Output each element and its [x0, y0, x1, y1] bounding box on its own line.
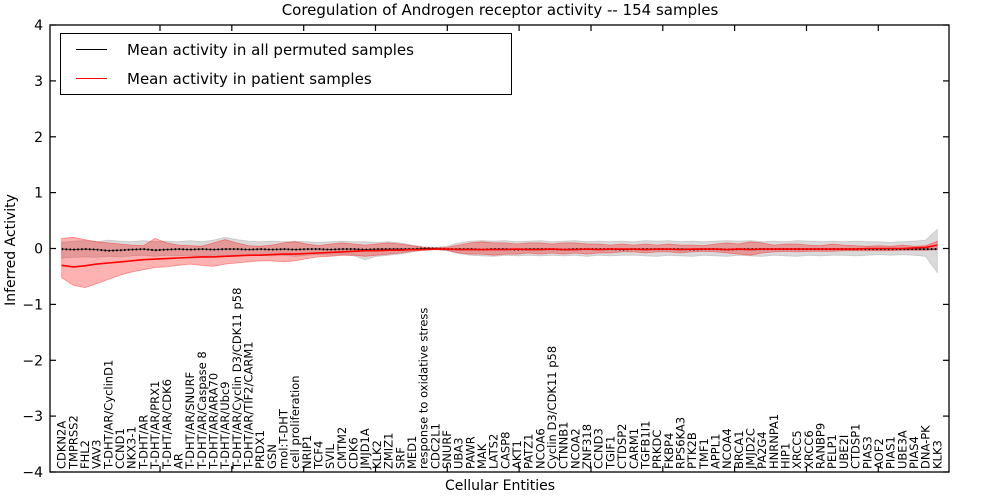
x-category-label: PIAS3 [860, 436, 874, 469]
x-category-label: NKX3-1 [125, 426, 139, 469]
x-category-label: PRKDC [650, 430, 664, 469]
x-category-label: CTDSP1 [849, 424, 863, 469]
x-category-label: CCND1 [113, 428, 127, 469]
x-category-label: mol:T-DHT [277, 408, 291, 469]
x-category-label: CDC2L1 [428, 423, 442, 469]
x-category-label: TGFB1I1 [638, 421, 652, 470]
y-tick-label: −2 [22, 353, 43, 369]
x-category-label: GSN [265, 444, 279, 469]
chart-title: Coregulation of Androgen receptor activi… [281, 1, 719, 19]
x-category-label: PA2G4 [755, 431, 769, 469]
x-category-label: CASP8 [498, 432, 512, 469]
x-category-label: CDKN2A [55, 421, 69, 469]
x-category-label: MED1 [405, 436, 419, 469]
x-category-label: RANBP9 [814, 423, 828, 469]
x-category-label: PRDX1 [253, 430, 267, 469]
x-category-label: UBE3A [895, 430, 909, 469]
x-category-label: AOF2 [872, 438, 886, 469]
x-category-label: PTK2B [685, 432, 699, 469]
x-category-label: LATS2 [487, 434, 501, 469]
x-category-label: NRIP1 [300, 435, 314, 469]
y-tick-label: 4 [34, 18, 43, 34]
x-category-label: Cyclin D3/CDK11 p58 [545, 346, 559, 469]
x-category-label: KLK3 [930, 440, 944, 469]
x-category-label: NCOA2 [568, 428, 582, 469]
y-tick-label: −3 [22, 409, 43, 425]
x-category-label: PELP1 [825, 434, 839, 469]
patient-mean-line [61, 244, 938, 268]
x-category-label: T-DHT/AR [136, 415, 150, 470]
x-category-label: SNURF [440, 430, 454, 469]
x-category-label: T-DHT/AR/CyclinD1 [101, 360, 115, 470]
x-category-label: APPL1 [709, 434, 723, 469]
x-category-label: TMF1 [697, 438, 711, 470]
x-category-label: SVIL [323, 443, 337, 469]
x-category-label: CTNNB1 [557, 422, 571, 469]
x-category-label: SRF [393, 447, 407, 469]
x-category-label: T-DHT/AR/CDK6 [160, 379, 174, 470]
x-category-label: RPS6KA3 [674, 417, 688, 469]
x-category-label: CCND3 [592, 428, 606, 469]
x-category-label: T-DHT/AR/TIF2/CARM1 [242, 341, 256, 470]
x-category-label: KLK2 [370, 440, 384, 469]
y-tick-label: 3 [34, 74, 43, 90]
x-category-label: XRCC5 [790, 430, 804, 469]
x-category-label: NCOA6 [533, 428, 547, 469]
x-category-label: T-DHT/AR/Ubc9 [218, 381, 232, 470]
x-category-label: UBA3 [452, 438, 466, 470]
x-axis-label: Cellular Entities [444, 478, 556, 494]
x-category-label: NCOA4 [720, 428, 734, 469]
x-category-label: T-DHT/AR/ARA70 [207, 373, 221, 470]
x-category-label: HNRNPA1 [767, 414, 781, 469]
x-category-label: response to oxidative stress [417, 308, 431, 469]
x-category-label: T-DHT/AR/Cyclin D3/CDK11 p58 [230, 288, 244, 470]
x-category-label: TCF4 [312, 441, 326, 470]
x-category-label: PIAS4 [907, 436, 921, 469]
x-category-label: AR [171, 453, 185, 469]
permuted-std-band [61, 228, 938, 274]
x-category-label: T-DHT/AR/SNURF [183, 372, 197, 470]
x-category-label: CMTM2 [335, 427, 349, 469]
x-category-label: HIP1 [779, 443, 793, 469]
x-category-label: CARM1 [627, 428, 641, 469]
x-category-label: MAK [475, 443, 489, 469]
x-category-label: VAV3 [90, 440, 104, 469]
legend-label-permuted: Mean activity in all permuted samples [127, 40, 414, 59]
x-category-label: JMJD2C [744, 428, 758, 470]
legend: Mean activity in all permuted samples Me… [60, 33, 512, 95]
x-category-label: TMPRSS2 [66, 415, 80, 470]
x-category-label: T-DHT/AR/PRX1 [148, 381, 162, 470]
x-category-label: TGIF1 [603, 436, 617, 470]
y-tick-label: −4 [22, 465, 43, 481]
x-category-label: PIAS1 [884, 436, 898, 469]
x-category-label: CTDSP2 [615, 424, 629, 469]
x-category-label: BRCA1 [732, 430, 746, 469]
x-category-label: JMJD1A [358, 428, 372, 470]
x-category-label: PATZ1 [522, 434, 536, 469]
x-category-label: FKBP4 [662, 433, 676, 469]
legend-line-sample-patient [76, 78, 107, 79]
y-tick-label: −1 [22, 297, 43, 313]
y-tick-label: 0 [34, 242, 43, 258]
x-category-label: cell proliferation [288, 375, 302, 469]
x-category-label: ZMIZ1 [382, 433, 396, 469]
x-category-label: AKT1 [510, 440, 524, 469]
legend-line-sample-permuted [76, 49, 107, 50]
legend-item-permuted: Mean activity in all permuted samples [61, 35, 511, 64]
x-category-label: XRCC6 [802, 430, 816, 469]
legend-label-patient: Mean activity in patient samples [127, 69, 372, 88]
x-category-label: UBE2I [837, 435, 851, 469]
x-category-label: ZNF318 [580, 424, 594, 469]
x-category-label: CDK6 [347, 437, 361, 469]
x-category-label: T-DHT/AR/Caspase 8 [195, 351, 209, 470]
legend-item-patient: Mean activity in patient samples [61, 64, 511, 93]
y-axis-label: Inferred Activity [3, 194, 19, 306]
y-tick-label: 1 [34, 186, 43, 202]
y-tick-label: 2 [34, 130, 43, 146]
x-category-label: PAWR [463, 436, 477, 469]
x-category-label: FHL2 [78, 440, 92, 469]
x-category-label: DNA-PK [919, 425, 933, 469]
